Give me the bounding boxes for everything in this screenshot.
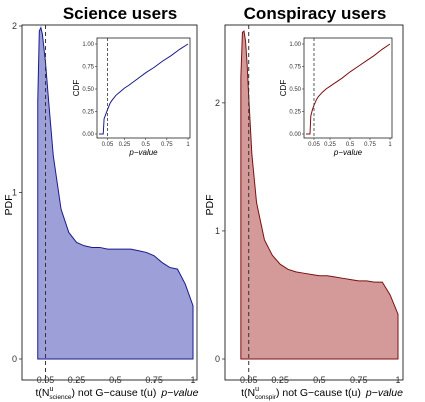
- x-tick-label: 0.25: [271, 375, 289, 385]
- y-tick-label: 1: [12, 188, 17, 198]
- x-axis-label-pre: t(N: [36, 387, 50, 399]
- pdf-area: [37, 26, 194, 360]
- x-tick-label: 0.25: [68, 375, 86, 385]
- y-tick-label: 0: [215, 354, 220, 364]
- x-tick-label: 0.75: [350, 375, 368, 385]
- x-axis-label-sub: science: [49, 394, 71, 401]
- inset-y-tick-label: 1.00: [82, 42, 94, 48]
- y-axis-label: PDF: [3, 195, 15, 216]
- inset-x-tick-label: 0.05: [308, 142, 320, 148]
- y-tick-label: 2: [12, 21, 17, 31]
- x-tick-label: 0.05: [37, 375, 55, 385]
- inset-x-axis-label: p−value: [128, 148, 158, 157]
- x-axis-label-post: ) not G−cause t(u): [71, 387, 156, 399]
- plot-frame: [21, 24, 198, 381]
- plot-frame: [224, 24, 404, 381]
- x-axis-label-pre: t(N: [241, 387, 255, 399]
- inset-x-tick-label: 0.5: [141, 142, 150, 148]
- inset-x-tick-label: 0.5: [346, 142, 355, 148]
- inset-x-tick-label: 0.05: [102, 142, 114, 148]
- x-tick-label: 1: [190, 375, 195, 385]
- inset-y-tick-label: 0.75: [289, 65, 301, 71]
- x-axis-label-sub: conspir: [255, 394, 277, 401]
- chart-title: Science users: [63, 4, 177, 23]
- inset-y-axis-label: CDF: [279, 80, 288, 97]
- inset-x-tick-label: 0.75: [161, 142, 173, 148]
- inset-y-tick-label: 0.50: [289, 87, 301, 93]
- inset-frame: [303, 37, 393, 139]
- pdf-area: [240, 30, 399, 360]
- inset-x-tick-label: 0.75: [364, 142, 376, 148]
- x-tick-label: 0.5: [109, 375, 122, 385]
- x-axis-label-pvalue: p−value: [365, 387, 403, 399]
- x-tick-label: 0.5: [313, 375, 326, 385]
- x-axis-label-pvalue: p−value: [160, 387, 198, 399]
- x-tick-label: 0.75: [145, 375, 163, 385]
- x-tick-label: 0.05: [240, 375, 258, 385]
- inset-x-tick-label: 0.25: [119, 142, 131, 148]
- x-axis-label: t(Nu conspir) not G−cause t(u) p−value: [241, 386, 403, 401]
- inset-y-axis-label: CDF: [72, 80, 81, 97]
- x-axis-label-post: ) not G−cause t(u): [276, 387, 361, 399]
- inset-y-tick-label: 0.75: [82, 65, 94, 71]
- cdf-inset: 0.00 0.25 0.50 0.75 1.00 0.05 0.25 0.5 0.75 1 p−va…: [72, 37, 191, 157]
- x-axis-label-sup: u: [50, 386, 54, 393]
- cdf-inset: 0.00 0.25 0.50 0.75 1.00 0.05 0.25 0.5 0.75 1 p−va…: [279, 37, 393, 157]
- inset-x-tick-label: 1: [388, 142, 392, 148]
- inset-y-tick-label: 0.50: [82, 87, 94, 93]
- inset-frame: [96, 37, 191, 139]
- inset-y-tick-label: 0.25: [82, 110, 94, 116]
- inset-y-tick-label: 1.00: [289, 42, 301, 48]
- x-axis-label: t(Nu science) not G−cause t(u) p−value: [36, 386, 199, 401]
- inset-x-tick-label: 0.25: [324, 142, 336, 148]
- inset-y-tick-label: 0.00: [82, 132, 94, 138]
- inset-y-tick-label: 0.00: [289, 132, 301, 138]
- y-tick-label: 0: [12, 354, 17, 364]
- inset-x-axis-label: p−value: [333, 148, 363, 157]
- y-axis-label: PDF: [204, 195, 216, 216]
- inset-x-tick-label: 1: [186, 142, 190, 148]
- panel-2: Conspiracy users 0 1 2 0.05 0.25 0.5 0.75 1 PDF t(…: [204, 4, 404, 401]
- chart-title: Conspiracy users: [244, 4, 387, 23]
- inset-y-tick-label: 0.25: [289, 110, 301, 116]
- x-tick-label: 1: [395, 375, 400, 385]
- cdf-line: [99, 43, 189, 135]
- y-tick-label: 1: [215, 226, 220, 236]
- cdf-line: [306, 43, 391, 135]
- y-tick-label: 2: [215, 98, 220, 108]
- x-axis-label-sup: u: [255, 386, 259, 393]
